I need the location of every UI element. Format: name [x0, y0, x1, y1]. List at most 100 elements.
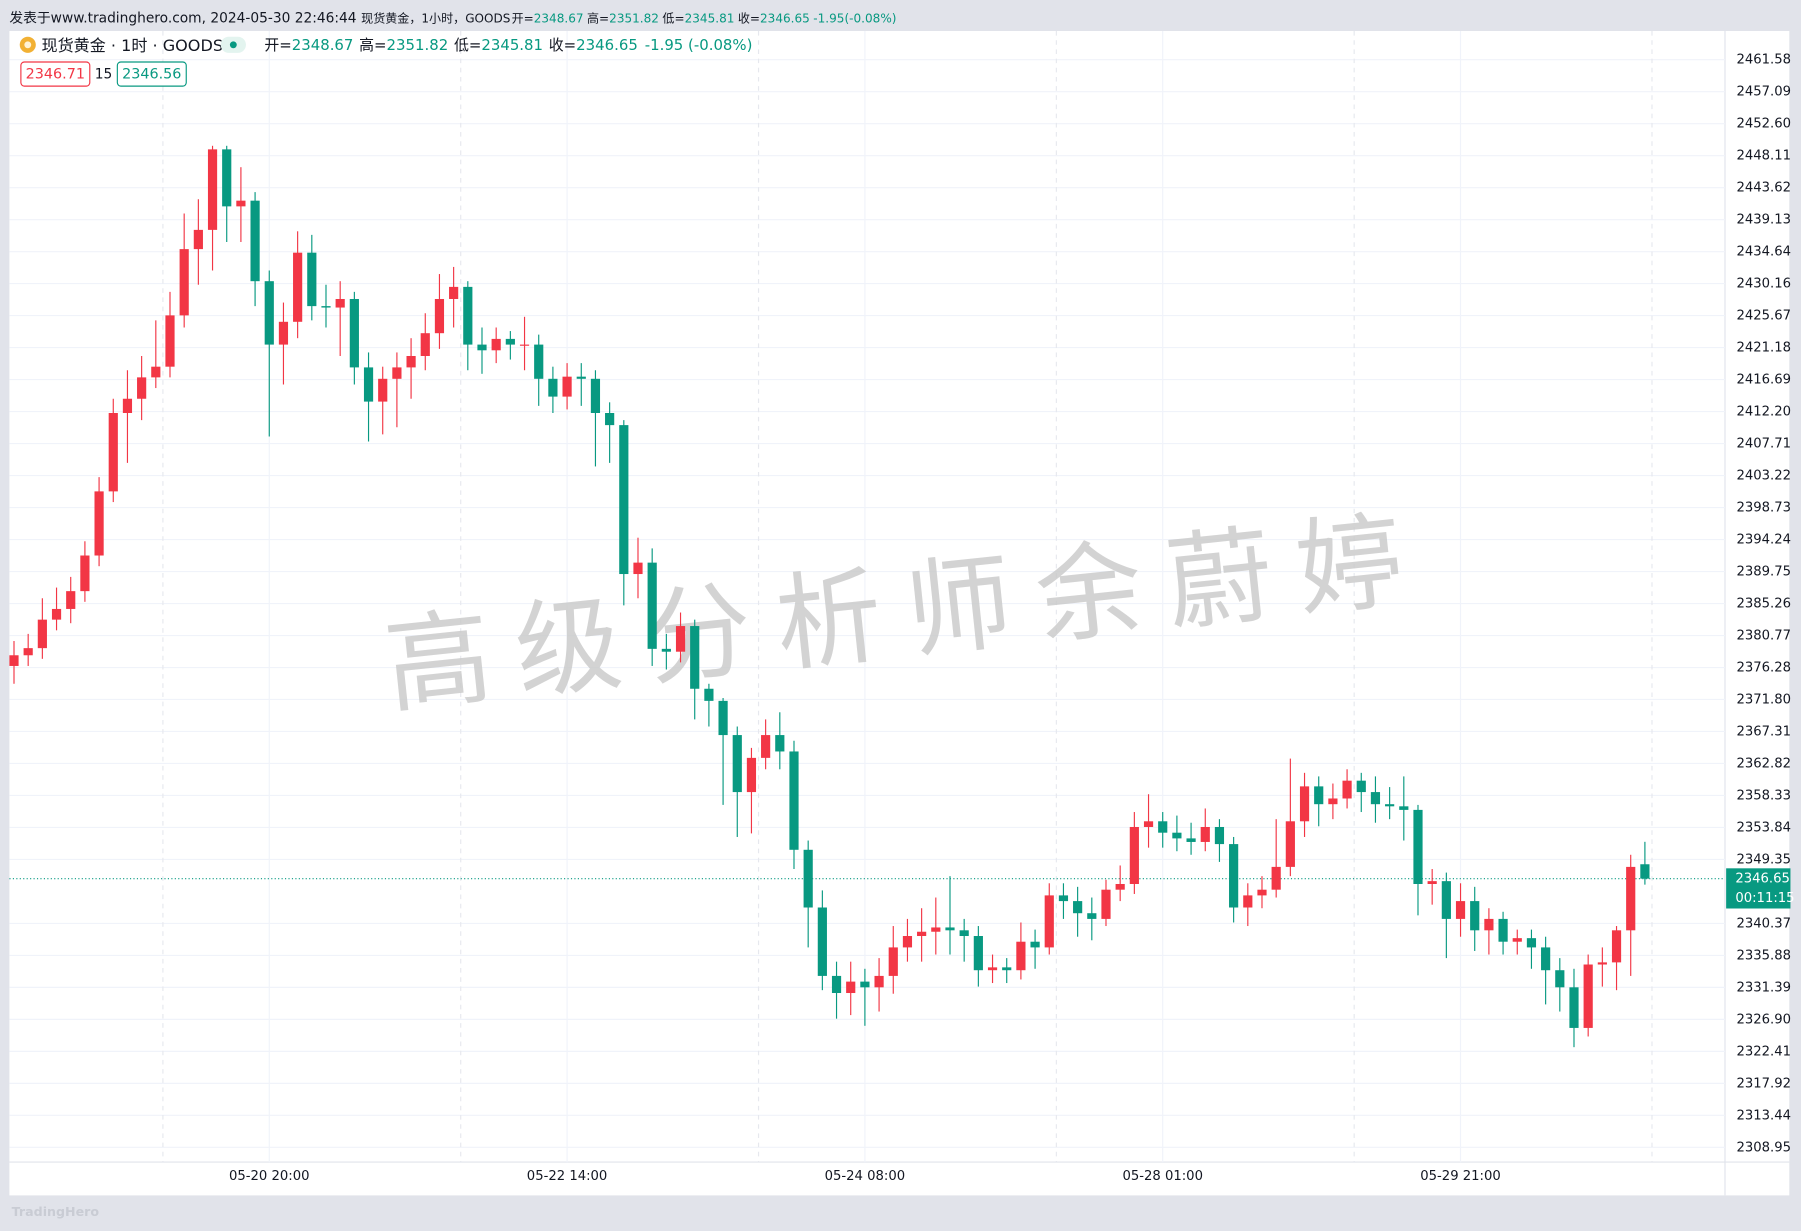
candle-body — [1370, 792, 1381, 805]
candle-body — [1214, 826, 1225, 845]
candle-body — [1285, 821, 1295, 867]
candle-body — [392, 367, 402, 379]
candle-body — [137, 377, 147, 399]
candle-body — [647, 562, 657, 649]
y-tick-label: 2448.11 — [1736, 149, 1791, 164]
candle-body — [151, 366, 161, 378]
y-tick-label: 2362.82 — [1736, 756, 1791, 771]
candle-body — [1058, 895, 1069, 902]
candle-body — [1016, 941, 1026, 971]
legend-value: 2348.67 — [292, 36, 354, 54]
y-tick-label: 2434.64 — [1736, 245, 1791, 260]
x-tick-label: 05-20 20:00 — [229, 1169, 310, 1184]
candle-body — [378, 378, 388, 402]
candle-body — [1427, 881, 1437, 884]
candle-body — [831, 975, 842, 994]
y-tick-label: 2412.20 — [1736, 405, 1791, 420]
candle-body — [264, 281, 274, 345]
y-tick-label: 2367.31 — [1736, 724, 1791, 739]
candle-body — [66, 591, 76, 609]
candle-body — [1030, 941, 1040, 948]
info: 现货黄金，1小时，GOODS — [361, 10, 510, 25]
candle-body — [917, 931, 927, 937]
y-tick-label: 2317.92 — [1736, 1076, 1791, 1091]
y-tick-label: 2385.26 — [1736, 597, 1791, 612]
ohlc-value: 2345.81 — [685, 11, 735, 25]
price-axis: 2308.95 2313.44 2317.92 2322.41 2326.90 2331.… — [229, 53, 1795, 1184]
y-tick-label: 2421.18 — [1736, 341, 1791, 356]
x-tick-label: 05-28 01:00 — [1122, 1169, 1203, 1184]
legend-line: 现货黄金 · 1时 · GOODS 开=2348.67 高=2351.82 低=234… — [42, 35, 753, 54]
candle-body — [165, 315, 175, 367]
candle-body — [817, 907, 827, 976]
candle-body — [874, 975, 884, 988]
candle-body — [576, 376, 586, 379]
legend-change: -1.95 (-0.08%) — [645, 36, 753, 54]
bid-price: 2346.71 — [26, 67, 85, 83]
y-tick-label: 2425.67 — [1736, 309, 1791, 324]
y-tick-label: 2353.84 — [1736, 820, 1791, 835]
ohlc-label: 开= — [512, 11, 534, 25]
grid — [9, 31, 1725, 1163]
candle-body — [1356, 780, 1366, 793]
ohlc-value: 2351.82 — [609, 11, 659, 25]
candle-body — [888, 947, 898, 976]
candle-body — [1002, 967, 1012, 971]
candle-body — [1299, 786, 1310, 822]
published: 发表于www.tradinghero.com, 2024-05-30 22:46… — [9, 10, 356, 26]
candle-body — [945, 927, 955, 931]
publish-line: 发表于www.tradinghero.com, 2024-05-30 22:46… — [9, 10, 896, 27]
candle-body — [605, 413, 615, 426]
candle-body — [406, 355, 416, 368]
candle-body — [222, 149, 232, 207]
legend-label: 低= — [454, 36, 481, 54]
y-tick-label: 2439.13 — [1736, 213, 1791, 228]
candle-body — [1555, 970, 1565, 988]
candle-body — [1271, 866, 1281, 890]
candle-body — [1314, 786, 1324, 805]
candle-body — [1626, 866, 1636, 931]
candle-body — [959, 930, 969, 937]
candle-body — [477, 344, 487, 351]
candle-body — [1470, 901, 1480, 931]
y-tick-label: 2389.75 — [1736, 565, 1791, 580]
candle-body — [321, 306, 331, 308]
candle-body — [37, 619, 47, 649]
candle-body — [491, 338, 501, 351]
candle-body — [1087, 913, 1097, 919]
y-tick-label: 2308.95 — [1736, 1140, 1791, 1155]
candle-body — [519, 344, 530, 346]
candle-body — [718, 700, 728, 736]
y-tick-label: 2313.44 — [1736, 1108, 1791, 1123]
y-tick-label: 2326.90 — [1736, 1012, 1791, 1027]
x-tick-label: 05-24 08:00 — [825, 1169, 906, 1184]
legend-label: 高= — [359, 36, 386, 54]
y-tick-label: 2407.71 — [1736, 437, 1791, 452]
candle-body — [761, 735, 771, 758]
candle-body — [690, 626, 700, 689]
x-tick-label: 05-22 14:00 — [527, 1169, 608, 1184]
candle-body — [1342, 780, 1352, 799]
candle-body — [1498, 918, 1508, 942]
ohlc-value: 2348.67 — [534, 11, 584, 25]
candle-body — [1399, 806, 1409, 810]
y-tick-label: 2416.69 — [1736, 373, 1791, 388]
candle-body — [860, 981, 870, 988]
candle-body — [1413, 809, 1423, 884]
y-tick-label: 2380.77 — [1736, 629, 1791, 644]
candle-body — [1611, 930, 1622, 963]
y-tick-label: 2331.39 — [1736, 980, 1791, 995]
candle-body — [51, 608, 62, 620]
y-tick-label: 2430.16 — [1736, 277, 1791, 292]
candle-body — [335, 298, 345, 308]
candle-body — [108, 413, 118, 492]
y-tick-label: 2340.37 — [1736, 916, 1791, 931]
candle-body — [973, 936, 983, 971]
candle-body — [534, 344, 544, 379]
candle-body — [987, 967, 998, 971]
candle-body — [1243, 895, 1253, 908]
candle-body — [278, 321, 289, 345]
candle-body — [9, 655, 19, 666]
candle-body — [732, 735, 742, 793]
candle-body — [349, 298, 359, 368]
